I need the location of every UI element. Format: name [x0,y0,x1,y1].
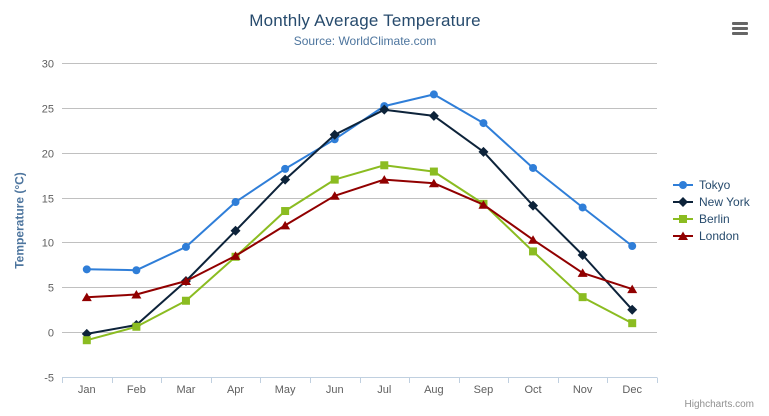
x-axis-label: Sep [474,384,494,396]
legend: Tokyo New York Berlin London [672,176,750,244]
legend-item-berlin[interactable]: Berlin [672,210,750,227]
x-axis-label: Feb [127,384,146,396]
y-axis-label: -5 [44,373,54,385]
chart-title: Monthly Average Temperature [249,11,481,30]
y-axis-label: 15 [42,194,54,206]
x-axis-label: Dec [622,384,642,396]
x-axis-label: Nov [573,384,593,396]
legend-item-london[interactable]: London [672,227,750,244]
legend-label: Berlin [699,211,730,226]
legend-label: London [699,228,740,243]
x-axis-label: Mar [176,384,195,396]
hamburger-icon [732,22,748,25]
legend-triangle-icon [673,231,693,240]
legend-circle-icon [673,180,693,189]
series-new-york[interactable] [81,104,638,339]
legend-item-new-york[interactable]: New York [672,193,750,210]
credits-link[interactable]: Highcharts.com [684,399,754,410]
legend-diamond-icon [673,196,693,207]
x-axis-label: Jul [377,384,391,396]
y-axis-label: 20 [42,149,54,161]
legend-label: Tokyo [699,177,731,192]
x-axis-label: May [275,384,296,396]
y-axis-label: 0 [48,328,54,340]
x-axis-label: Jan [78,384,96,396]
y-axis-label: 5 [48,283,54,295]
x-axis-label: Apr [227,384,244,396]
chart-subtitle: Source: WorldClimate.com [293,34,437,48]
series-tokyo[interactable] [82,90,637,275]
x-axis-label: Jun [326,384,344,396]
y-axis-label: 10 [42,238,54,250]
x-axis-label: Aug [424,384,444,396]
export-menu-button[interactable] [732,22,748,36]
legend-item-tokyo[interactable]: Tokyo [672,176,750,193]
x-axis-label: Oct [524,384,541,396]
series-london[interactable] [81,175,638,302]
legend-label: New York [699,194,750,209]
y-axis-label: 25 [42,104,54,116]
y-axis-label: 30 [42,59,54,71]
legend-square-icon [673,214,693,223]
